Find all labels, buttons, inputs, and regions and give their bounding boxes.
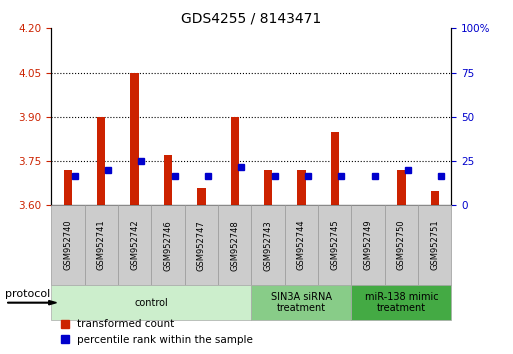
Text: GSM952743: GSM952743 bbox=[264, 220, 272, 270]
Text: miR-138 mimic
treatment: miR-138 mimic treatment bbox=[365, 292, 438, 314]
Text: GSM952745: GSM952745 bbox=[330, 220, 339, 270]
Text: GSM952750: GSM952750 bbox=[397, 220, 406, 270]
Text: GSM952744: GSM952744 bbox=[297, 220, 306, 270]
Text: GSM952749: GSM952749 bbox=[364, 220, 372, 270]
Text: GSM952746: GSM952746 bbox=[164, 220, 172, 270]
Bar bbox=[397, 170, 406, 205]
Title: GDS4255 / 8143471: GDS4255 / 8143471 bbox=[181, 12, 322, 26]
Bar bbox=[230, 117, 239, 205]
Text: GSM952751: GSM952751 bbox=[430, 220, 439, 270]
Text: SIN3A siRNA
treatment: SIN3A siRNA treatment bbox=[271, 292, 332, 314]
Bar bbox=[330, 132, 339, 205]
Text: GSM952742: GSM952742 bbox=[130, 220, 139, 270]
Text: GSM952748: GSM952748 bbox=[230, 220, 239, 270]
Text: GSM952747: GSM952747 bbox=[197, 220, 206, 270]
Text: control: control bbox=[134, 298, 168, 308]
Text: protocol: protocol bbox=[5, 289, 50, 299]
Bar bbox=[297, 170, 306, 205]
Legend: transformed count, percentile rank within the sample: transformed count, percentile rank withi… bbox=[56, 315, 258, 349]
Text: GSM952740: GSM952740 bbox=[64, 220, 72, 270]
Text: GSM952741: GSM952741 bbox=[97, 220, 106, 270]
Bar bbox=[430, 190, 439, 205]
Bar bbox=[130, 73, 139, 205]
Bar bbox=[264, 170, 272, 205]
Bar bbox=[64, 170, 72, 205]
Bar bbox=[164, 155, 172, 205]
Bar bbox=[97, 117, 106, 205]
Bar bbox=[197, 188, 206, 205]
